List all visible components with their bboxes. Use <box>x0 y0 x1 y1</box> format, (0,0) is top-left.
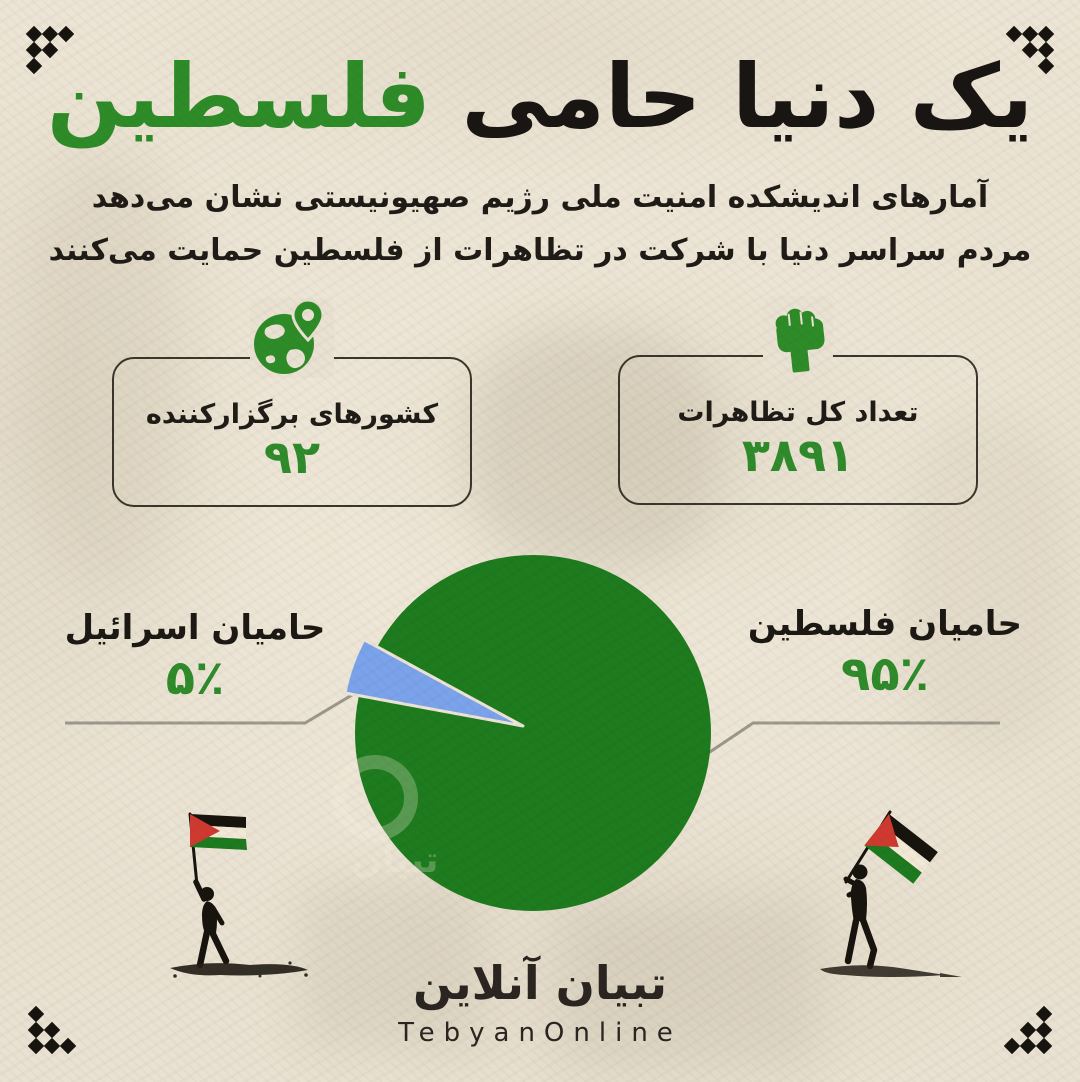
palestine-flag-icon <box>864 814 938 884</box>
fist-icon <box>763 296 833 378</box>
leader-line-palestine <box>697 721 1000 762</box>
stat-box-protests: تعداد کل تظاهرات ۳۸۹۱ <box>618 355 978 505</box>
pie-slice-palestine <box>355 555 711 911</box>
corner-diamonds-icon <box>26 26 74 74</box>
subtitle-line-1: آمارهای اندیشکده امنیت ملی رژیم صهیونیست… <box>91 180 989 215</box>
ground-shadow <box>170 961 308 978</box>
subtitle: آمارهای اندیشکده امنیت ملی رژیم صهیونیست… <box>40 172 1040 277</box>
corner-diamonds-icon <box>28 1006 76 1054</box>
page-title: یک دنیا حامی فلسطین <box>0 44 1080 150</box>
pie-slice-israel <box>343 638 525 728</box>
title-green-part: فلسطین <box>46 45 433 148</box>
palestine-flag-icon <box>190 814 247 850</box>
stat-box-countries: کشورهای برگزارکننده ۹۲ <box>112 357 472 507</box>
subtitle-line-2: مردم سراسر دنیا با شرکت در تظاهرات از فل… <box>48 232 1032 268</box>
pie-label-israel: حامیان اسرائیل ۵٪ <box>45 608 345 702</box>
flag-waver-right <box>820 810 962 977</box>
pie-label-palestine: حامیان فلسطین ۹۵٪ <box>735 604 1035 698</box>
tebyan-logo-persian: تبیان آنلاین <box>412 956 667 1010</box>
stat-protests-label: تعداد کل تظاهرات <box>677 397 919 428</box>
ground-shadow <box>820 965 962 977</box>
stat-countries-value: ۹۲ <box>263 430 321 484</box>
globe-pin-icon <box>250 298 334 378</box>
palestine-supporters-percent: ۹۵٪ <box>841 646 929 702</box>
tebyan-watermark: تبیان <box>332 755 439 881</box>
israel-supporters-label: حامیان اسرائیل <box>64 608 326 648</box>
israel-supporters-percent: ۵٪ <box>165 650 225 706</box>
title-black-part: یک دنیا حامی <box>461 45 1036 148</box>
watermark-text: تبیان <box>351 840 438 881</box>
corner-diamonds-icon <box>1004 1006 1052 1054</box>
tebyan-logo-latin: TebyanOnline <box>398 1018 682 1048</box>
flag-waver-left <box>170 812 308 978</box>
palestine-supporters-label: حامیان فلسطین <box>747 604 1023 644</box>
stat-countries-label: کشورهای برگزارکننده <box>145 399 439 430</box>
corner-diamonds-icon <box>1006 26 1054 74</box>
stat-protests-value: ۳۸۹۱ <box>741 428 855 482</box>
